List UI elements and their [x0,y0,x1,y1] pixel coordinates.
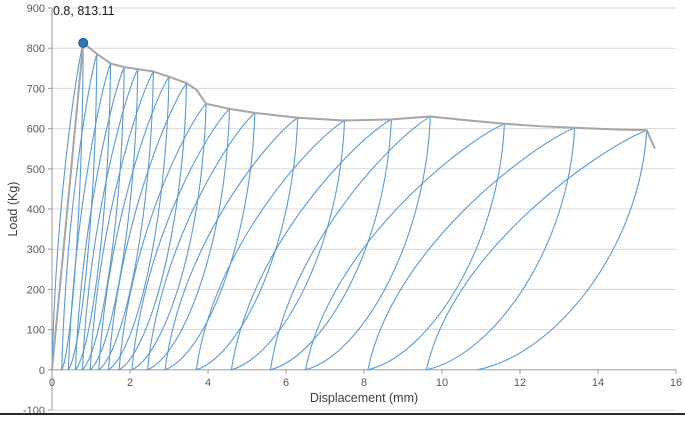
x-axis-title: Displacement (mm) [309,391,419,405]
envelope-curve [51,41,656,371]
x-tick-label: 12 [514,377,526,389]
y-axis-title: Load (Kg) [6,181,20,237]
y-tick-label: 700 [27,83,45,95]
x-tick-label: 4 [205,377,211,389]
x-tick-label: 6 [283,377,289,389]
y-tick-label: 200 [27,284,45,296]
peak-annotation-label: 0.8, 813.11 [53,4,115,18]
x-tick-label: 14 [592,377,604,389]
x-tick-label: 16 [670,377,682,389]
y-tick-label: 400 [27,204,45,216]
x-tick-label: 8 [361,377,367,389]
hysteresis-loop [269,115,431,371]
y-tick-label: 300 [27,244,45,256]
figure-bottom-border [0,413,685,415]
y-tick-label: 500 [27,164,45,176]
peak-marker [78,37,89,48]
y-tick-label: 100 [27,325,45,337]
hysteresis-loop [67,63,112,371]
y-tick-label: -100 [23,405,45,417]
x-tick-label: 10 [436,377,448,389]
y-tick-label: 0 [39,365,45,377]
hysteresis-loop [230,118,392,371]
x-tick-label: 0 [49,377,55,389]
y-tick-label: 600 [27,124,45,136]
hysteresis-loop [425,129,648,371]
hysteresis-loop [304,122,505,371]
hysteresis-loop [195,119,346,371]
y-tick-label: 800 [27,43,45,55]
hysteresis-loop [131,107,231,371]
y-tick-label: 900 [27,3,45,15]
x-tick-label: 2 [127,377,133,389]
